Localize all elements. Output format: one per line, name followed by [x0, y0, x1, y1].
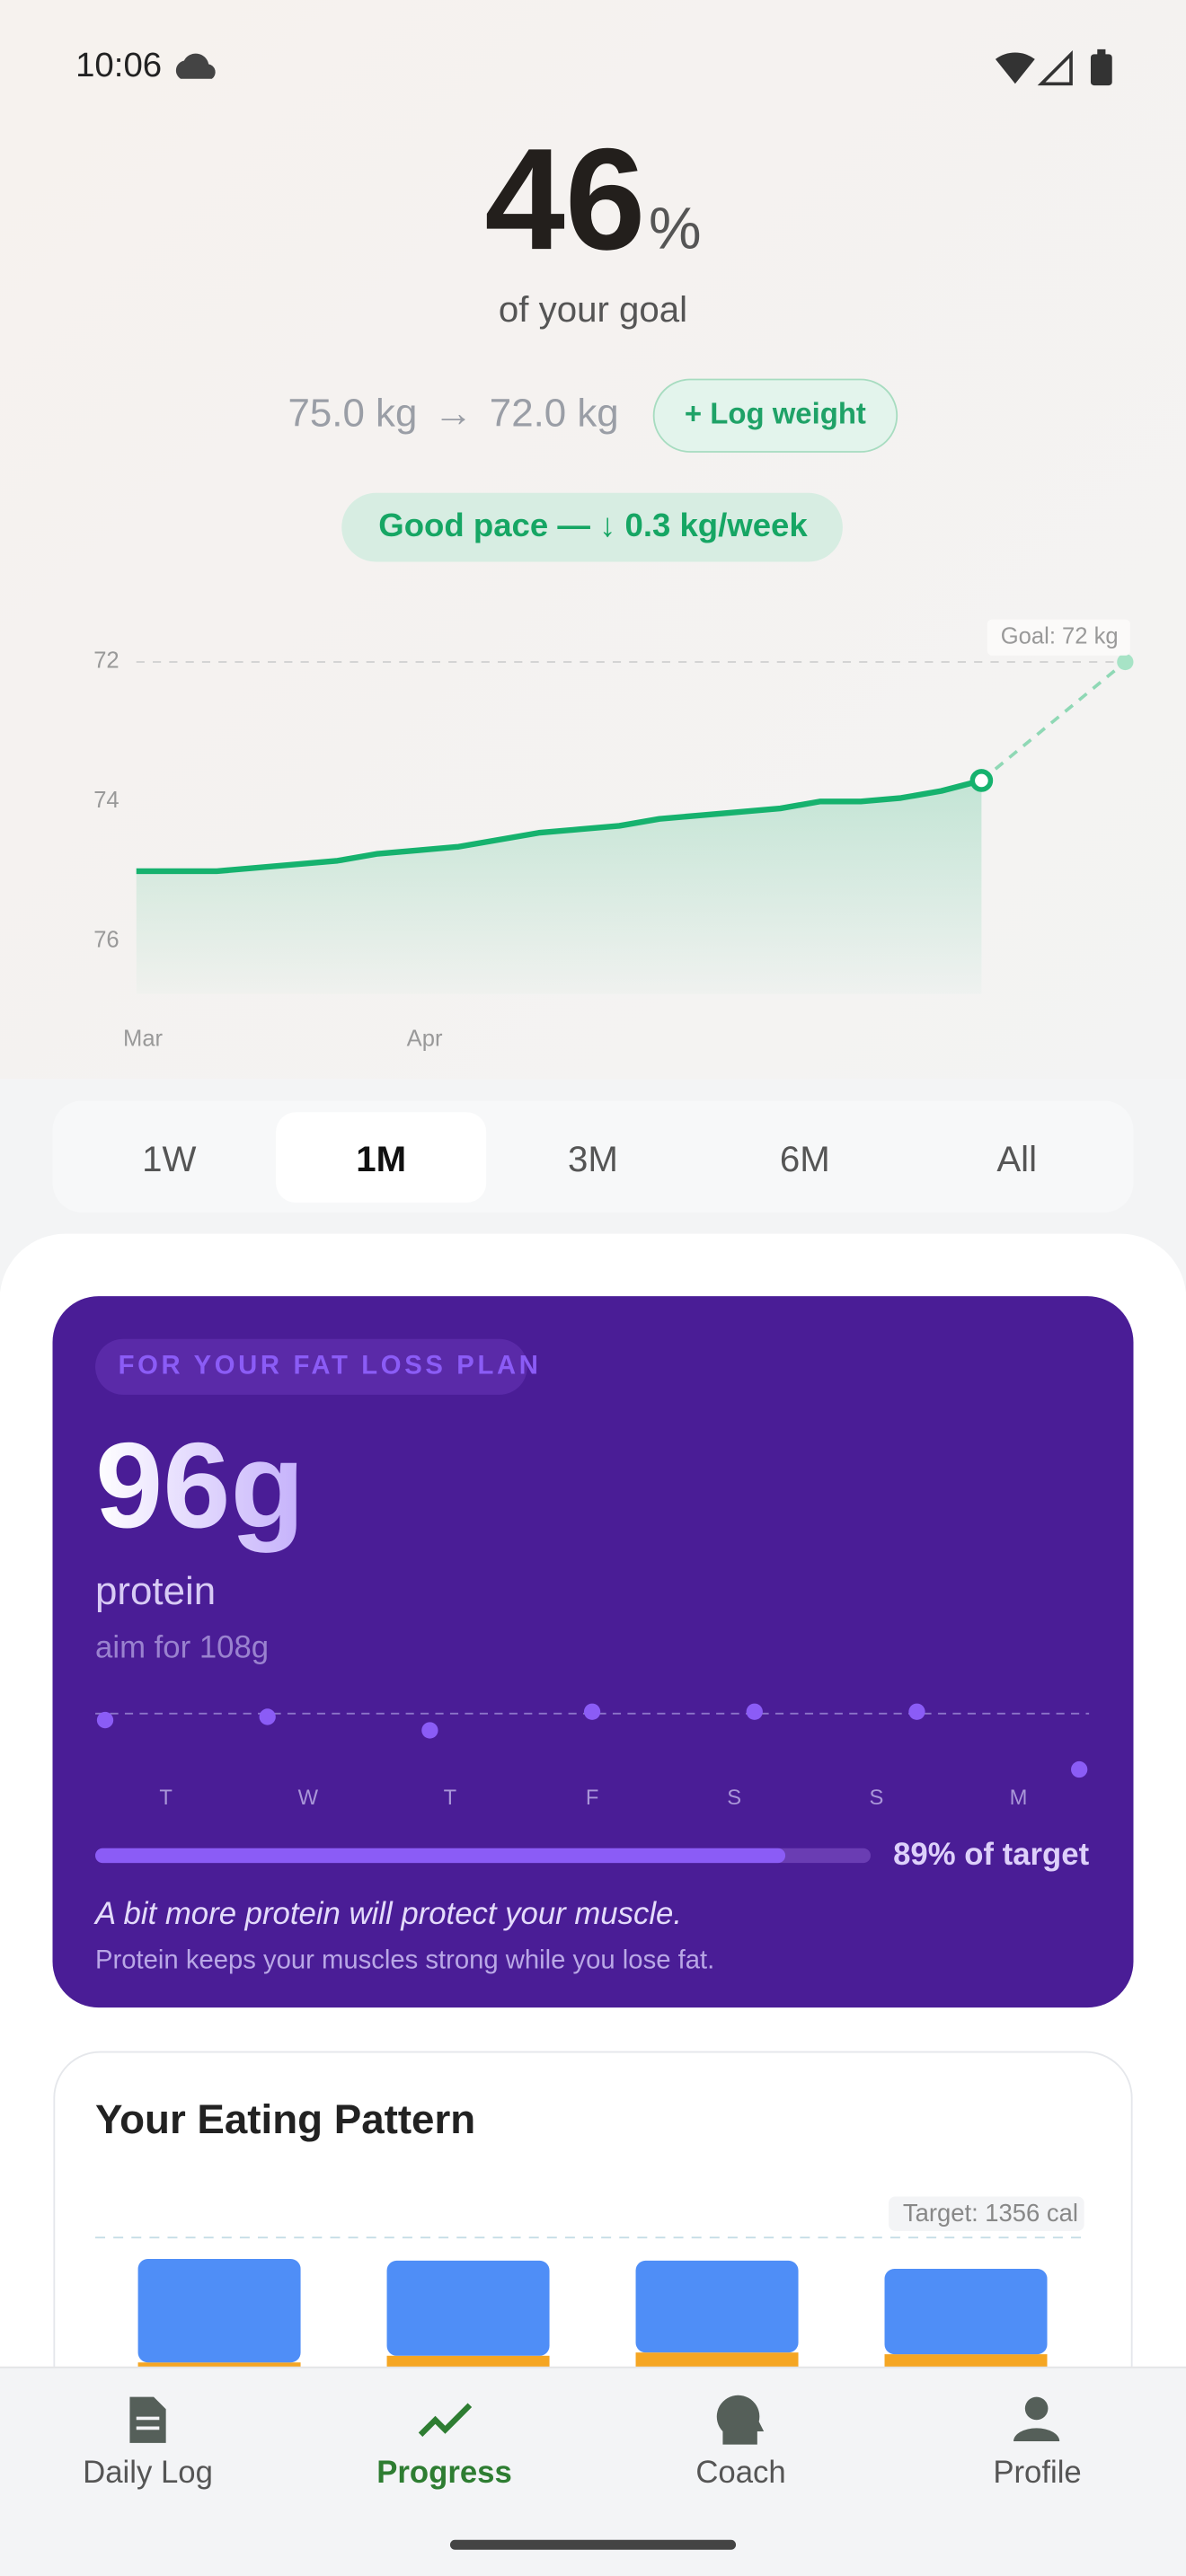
- eating-bar-segment: [137, 2362, 301, 2368]
- weight-line: [136, 777, 983, 875]
- y-tick-label: 72: [93, 648, 119, 674]
- goal-weight: 72.0 kg: [490, 391, 619, 435]
- daily-log-icon[interactable]: [126, 2393, 170, 2447]
- protein-dot: [746, 1703, 763, 1720]
- goal-label-bg: [987, 619, 1130, 656]
- eating-title: Your Eating Pattern: [95, 2096, 475, 2142]
- protein-amount: 96g: [95, 1416, 305, 1553]
- target-label: Target: 1356 cal: [903, 2199, 1078, 2227]
- eating-chart: Target: 1356 cal: [95, 2196, 1084, 2368]
- home-indicator: [449, 2539, 737, 2550]
- eating-bar-segment: [386, 2260, 550, 2356]
- progress: [95, 1848, 786, 1864]
- nav-label[interactable]: Profile: [993, 2456, 1081, 2490]
- signal-icon: [1037, 49, 1073, 86]
- goal-label: Goal: 72 kg: [1001, 623, 1119, 648]
- eating-bar-segment: [884, 2269, 1048, 2355]
- range-option[interactable]: 3M: [568, 1139, 618, 1179]
- plan-tag: [95, 1338, 527, 1395]
- y-tick-label: 74: [93, 788, 119, 813]
- day-label: W: [298, 1786, 319, 1810]
- eating-bar-segment: [635, 2260, 799, 2353]
- pace-text: Good pace — ↓ 0.3 kg/week: [378, 507, 808, 543]
- eating-bar-segment: [386, 2355, 550, 2368]
- current-point: [969, 769, 994, 792]
- day-label: T: [444, 1786, 457, 1810]
- protein-dot: [583, 1703, 601, 1720]
- plan-tag-text: FOR YOUR FAT LOSS PLAN: [119, 1352, 542, 1381]
- wifi-icon: [995, 52, 1035, 84]
- range-options: 1W 1M 3M 6M All: [142, 1112, 1037, 1203]
- protein-card: [52, 1296, 1134, 2008]
- protein-dot: [96, 1711, 114, 1729]
- nav-label[interactable]: Daily Log: [83, 2456, 213, 2490]
- battery-tip: [1097, 49, 1106, 57]
- nutrient-name: protein: [95, 1569, 216, 1613]
- x-tick-label: Apr: [407, 1027, 443, 1052]
- goal-percent: 46%: [484, 119, 701, 280]
- protein-aim: aim for 108g: [95, 1631, 269, 1665]
- profile-icon-head[interactable]: [1024, 2396, 1049, 2421]
- eating-bar-segment: [635, 2352, 799, 2368]
- percent-sign: %: [649, 195, 702, 261]
- goal-projection: [980, 660, 1127, 782]
- x-tick-label: Mar: [123, 1027, 164, 1052]
- range-option[interactable]: 1W: [142, 1139, 196, 1179]
- progress-label: 89% of target: [893, 1838, 1089, 1872]
- battery-icon: [1090, 54, 1112, 86]
- weight-chart: 72 74 76 Mar Apr Goal: 72 kg: [93, 619, 1134, 1052]
- protein-detail: Protein keeps your muscles strong while …: [95, 1946, 714, 1975]
- profile-icon-body[interactable]: [1013, 2428, 1060, 2442]
- y-tick-label: 76: [93, 927, 119, 952]
- protein-message: A bit more protein will protect your mus…: [93, 1897, 682, 1931]
- target-label-bg: [889, 2196, 1084, 2231]
- nav-label[interactable]: Progress: [376, 2456, 512, 2490]
- range-option[interactable]: All: [996, 1139, 1037, 1179]
- coach-icon[interactable]: [716, 2395, 765, 2445]
- nav-items: Daily Log Progress Coach Profile: [83, 2456, 1082, 2490]
- start-weight: 75.0 kg: [288, 391, 417, 435]
- day-label: S: [869, 1786, 883, 1810]
- protein-dot: [421, 1722, 438, 1739]
- log-weight-button[interactable]: [652, 378, 898, 453]
- weather-icon: [175, 53, 216, 79]
- progress-icon[interactable]: [418, 2403, 473, 2437]
- protein-dot: [908, 1703, 925, 1720]
- weight-area: [136, 780, 982, 994]
- percent-value: 46: [484, 119, 645, 280]
- progress-fill: [95, 1848, 786, 1864]
- range-option[interactable]: 6M: [780, 1139, 830, 1179]
- goal-subtitle: of your goal: [499, 289, 687, 330]
- eating-bar-segment: [884, 2354, 1048, 2368]
- log-weight-label[interactable]: + Log weight: [685, 396, 866, 429]
- day-label: M: [1010, 1786, 1028, 1810]
- status-time: 10:06: [75, 46, 162, 84]
- range-option[interactable]: 1M: [356, 1139, 406, 1179]
- goal-point: [1117, 653, 1134, 671]
- protein-dot: [259, 1708, 276, 1725]
- day-label: S: [727, 1786, 741, 1810]
- pace-badge: [341, 492, 843, 562]
- arrow: →: [434, 391, 474, 435]
- day-label: T: [159, 1786, 173, 1810]
- eating-bar-segment: [137, 2258, 301, 2363]
- weight-range: 75.0 kg → 72.0 kg: [288, 391, 618, 435]
- selected-range: [276, 1112, 487, 1203]
- day-label: F: [586, 1786, 599, 1810]
- nav-label[interactable]: Coach: [695, 2456, 785, 2490]
- protein-dot: [1071, 1760, 1088, 1778]
